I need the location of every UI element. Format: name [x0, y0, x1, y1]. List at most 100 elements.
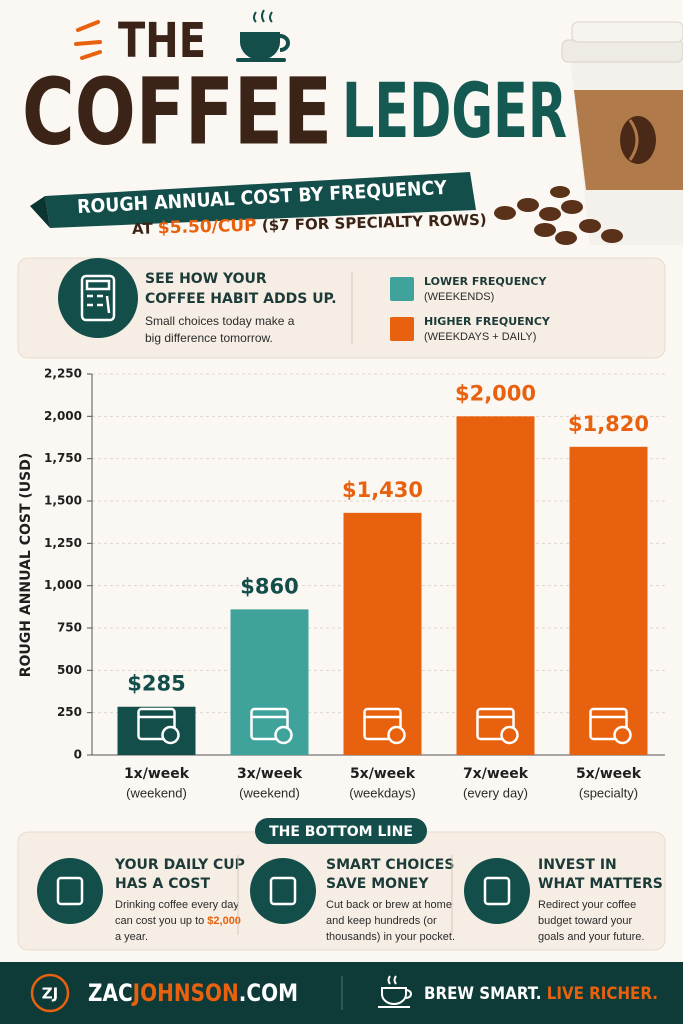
subtitle-prefix: AT [132, 219, 154, 238]
bar [343, 512, 422, 755]
intro-body: big difference tomorrow. [145, 331, 273, 345]
card-body: a year. [115, 931, 148, 943]
subtitle-suffix: ($7 FOR SPECIALTY ROWS) [262, 210, 487, 234]
y-tick-label: 2,250 [44, 367, 82, 381]
bar [569, 446, 648, 755]
coffee-cup-illustration [561, 21, 683, 245]
y-tick-label: 1,000 [44, 578, 82, 592]
value-label: $1,430 [342, 478, 423, 502]
calendar-icon [387, 725, 406, 745]
card-body: Drinking coffee every day [115, 899, 239, 911]
card-body: goals and your future. [538, 931, 644, 943]
card-icon [464, 858, 530, 924]
bar [230, 609, 309, 755]
calculator-glyph [80, 274, 116, 322]
cup-icon [236, 9, 290, 62]
card-icon-glyph [56, 876, 84, 906]
y-tick-label: 750 [57, 621, 82, 635]
calendar-icon [613, 725, 632, 745]
calendar-icon [137, 707, 176, 741]
card-title: SMART CHOICES [326, 857, 454, 873]
calendar-icon [274, 725, 293, 745]
bar-chart: ROUGH ANNUAL COST (USD) 0 250 500 750 1,000 1,… [18, 367, 665, 800]
x-tick-note: (specialty) [579, 785, 638, 800]
site-part: ZAC [88, 979, 133, 1007]
card-body: budget toward your [538, 915, 633, 927]
subtitle: AT $5.50/CUP ($7 FOR SPECIALTY ROWS) [132, 210, 487, 239]
x-tick-note: (every day) [463, 785, 528, 800]
card-body: and keep hundreds (or [326, 915, 437, 927]
x-tick-label: 1x/week [124, 766, 190, 782]
value-label: $2,000 [455, 381, 536, 405]
card-body: Cut back or brew at home [326, 899, 452, 911]
card-body: can cost you up to [115, 915, 204, 927]
card-body: Redirect your coffee [538, 899, 636, 911]
card-title: HAS A COST [115, 876, 210, 892]
banner-fold [30, 196, 50, 228]
logo-circle [30, 973, 70, 1013]
site-part: .COM [239, 979, 298, 1007]
value-label: $1,820 [568, 412, 649, 436]
card-body: thousands) in your pocket. [326, 931, 455, 943]
card-icon [37, 858, 103, 924]
title-coffee: COFFEE [22, 58, 332, 165]
y-axis-label: ROUGH ANNUAL COST (USD) [18, 453, 34, 678]
slogan-part: LIVE RICHER. [547, 984, 658, 1004]
card-title: WHAT MATTERS [538, 876, 663, 892]
x-tick-note: (weekend) [126, 785, 187, 800]
card-title: SAVE MONEY [326, 876, 429, 892]
x-tick-note: (weekdays) [349, 785, 415, 800]
bottom-line-pill [255, 818, 427, 844]
legend: LOWER FREQUENCY (WEEKENDS) HIGHER FREQUENC… [390, 275, 551, 343]
intro-heading: COFFEE HABIT ADDS UP. [145, 291, 337, 307]
legend-swatch [390, 277, 414, 301]
card-title: INVEST IN [538, 857, 617, 873]
logo: ZJ [42, 985, 58, 1003]
legend-note: (WEEKENDS) [424, 291, 494, 303]
calendar-icon [589, 707, 628, 741]
slogan-part: BREW SMART. [424, 984, 541, 1004]
site-part: JOHNSON [131, 979, 239, 1007]
y-tick-label: 1,750 [44, 451, 82, 465]
footer-cup-icon [378, 975, 412, 1008]
x-tick-label: 5x/week [576, 766, 642, 782]
x-tick-label: 3x/week [237, 766, 303, 782]
y-tick-label: 1,250 [44, 536, 82, 550]
calculator-icon [58, 258, 138, 338]
bar [117, 706, 196, 755]
intro-body: Small choices today make a [145, 314, 295, 328]
x-tick-note: (weekend) [239, 785, 300, 800]
calendar-icon [250, 707, 289, 741]
y-tick-label: 1,500 [44, 494, 82, 508]
intro-heading: SEE HOW YOUR [145, 271, 267, 287]
bottom-line-title: THE BOTTOM LINE [269, 824, 413, 840]
banner [45, 172, 476, 228]
calendar-icon [500, 725, 519, 745]
cards: YOUR DAILY CUP HAS A COST Drinking coffee … [37, 855, 663, 943]
sparks [74, 20, 102, 60]
bar [456, 416, 535, 755]
card-title: YOUR DAILY CUP [114, 857, 245, 873]
y-tick-label: 500 [57, 663, 82, 677]
calendar-icon [363, 707, 402, 741]
x-tick-label: 7x/week [463, 766, 529, 782]
legend-note: (WEEKDAYS + DAILY) [424, 331, 536, 343]
card-highlight: $2,000 [207, 915, 241, 927]
legend-label: LOWER FREQUENCY [424, 275, 547, 288]
y-tick-label: 0 [74, 748, 82, 762]
title-the: THE [118, 13, 206, 69]
card-icon [250, 858, 316, 924]
card-icon-glyph [483, 876, 511, 906]
title-ledger: LEDGER [342, 66, 567, 155]
calendar-icon [161, 725, 180, 745]
y-tick-label: 250 [57, 705, 82, 719]
legend-label: HIGHER FREQUENCY [424, 315, 551, 328]
value-label: $285 [127, 672, 185, 696]
coffee-beans [494, 186, 623, 245]
site: ZACJOHNSON.COM [88, 979, 298, 1007]
value-label: $860 [240, 574, 298, 598]
x-tick-label: 5x/week [350, 766, 416, 782]
slogan: BREW SMART. LIVE RICHER. [424, 984, 658, 1004]
legend-swatch [390, 317, 414, 341]
